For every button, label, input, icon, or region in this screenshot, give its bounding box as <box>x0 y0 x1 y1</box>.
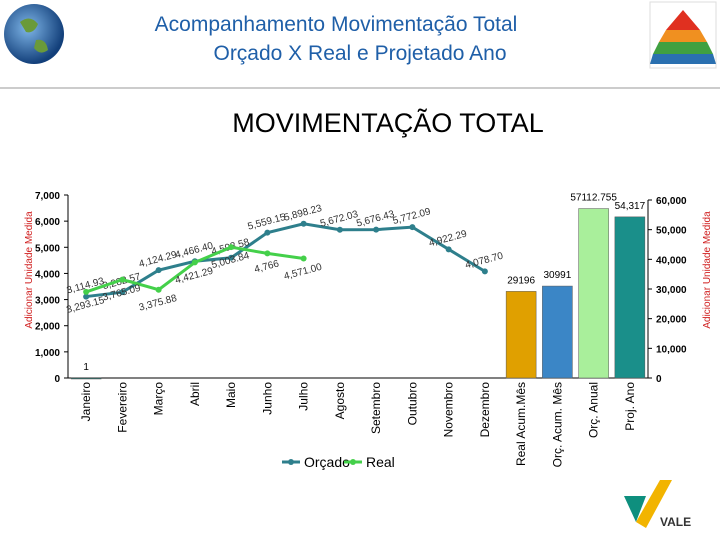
line-marker <box>119 289 126 296</box>
line-marker <box>445 246 452 253</box>
line-value-label: 5,676.43 <box>355 209 396 230</box>
pyramid <box>649 1 717 69</box>
header-title: Acompanhamento Movimentação Total <box>155 13 518 36</box>
x-tick-label: Orç. Anual <box>587 382 601 438</box>
line-marker <box>155 286 162 293</box>
x-tick-label: Proj. Ano <box>623 382 637 431</box>
x-tick-label: Março <box>152 382 166 416</box>
bar-value-label: 54,317 <box>615 201 646 212</box>
line-marker <box>409 224 416 231</box>
y2-tick-label: 30,000 <box>656 285 687 296</box>
line-marker <box>264 250 271 257</box>
line-marker <box>228 254 235 261</box>
vale-logo: VALE <box>624 480 691 529</box>
globe-land <box>20 18 48 53</box>
bar <box>578 208 609 379</box>
line-marker <box>83 293 90 300</box>
line-value-label: 5,772.09 <box>391 206 432 227</box>
line-marker <box>373 226 380 233</box>
legend-marker <box>288 459 294 465</box>
line-marker <box>264 229 271 236</box>
x-tick-label: Fevereiro <box>115 382 129 433</box>
x-tick-label: Julho <box>297 382 311 411</box>
line-value-label: 4,766 <box>253 258 280 275</box>
y-tick-label: 4,000 <box>35 269 60 280</box>
y2-tick-label: 60,000 <box>656 196 687 207</box>
line-value-label: 4,421.29 <box>174 266 215 287</box>
line-marker <box>300 220 307 227</box>
bar <box>70 377 102 380</box>
x-tick-label: Junho <box>260 382 274 415</box>
x-tick-label: Setembro <box>369 382 383 434</box>
bar-value-label: 29196 <box>507 275 535 286</box>
x-tick-label: Outubro <box>405 382 419 426</box>
line-marker <box>83 288 90 295</box>
y2-tick-label: 0 <box>656 374 662 385</box>
y-tick-label: 1,000 <box>35 348 60 359</box>
bar-value-label: 57112.755 <box>570 193 617 204</box>
y-tick-label: 6,000 <box>35 217 60 228</box>
line-marker <box>300 255 307 262</box>
y2-tick-label: 50,000 <box>656 226 687 237</box>
line-marker <box>119 276 126 283</box>
y-tick-label: 7,000 <box>35 191 60 202</box>
line-value-label: 3,375.88 <box>138 293 179 314</box>
header-title: Orçado X Real e Projetado Ano <box>213 42 506 65</box>
y2-tick-label: 40,000 <box>656 255 687 266</box>
bar <box>505 291 537 379</box>
y2-tick-label: 20,000 <box>656 315 687 326</box>
y-tick-label: 0 <box>54 374 60 385</box>
y2-axis-label: Adicionar Unidade Medida <box>702 211 713 329</box>
logo-text: VALE <box>660 515 691 529</box>
x-tick-label: Novembro <box>442 382 456 438</box>
legend-label: Orçado <box>304 454 350 470</box>
x-tick-label: Dezembro <box>478 382 492 438</box>
line-marker <box>481 268 488 275</box>
x-tick-label: Orç. Acum. Mês <box>550 382 564 467</box>
x-tick-label: Real Acum.Mês <box>514 382 528 466</box>
bar <box>614 216 646 379</box>
chart-title: MOVIMENTAÇÃO TOTAL <box>232 107 544 138</box>
y-tick-label: 2,000 <box>35 322 60 333</box>
y-axis-label: Adicionar Unidade Medida <box>24 211 35 329</box>
x-tick-label: Agosto <box>333 382 347 420</box>
line-value-label: 4,571.00 <box>283 262 324 283</box>
line-marker <box>155 267 162 274</box>
line-series <box>85 222 486 299</box>
y-tick-label: 5,000 <box>35 243 60 254</box>
y-tick-label: 3,000 <box>35 296 60 307</box>
line-marker <box>336 226 343 233</box>
legend-label: Real <box>366 454 395 470</box>
bar <box>542 285 573 379</box>
line-marker <box>191 259 198 266</box>
legend-marker <box>350 459 356 465</box>
bar-value-label: 30991 <box>543 270 571 281</box>
x-tick-label: Abril <box>188 382 202 406</box>
line-value-label: 5,672.03 <box>319 209 360 230</box>
globe <box>4 4 64 64</box>
line-value-label: 5,898.23 <box>283 203 324 224</box>
y2-tick-label: 10,000 <box>656 344 687 355</box>
line-value-label: 4,922.29 <box>428 228 469 249</box>
bar-value-label: 1 <box>83 362 89 373</box>
line-marker <box>228 244 235 251</box>
x-tick-label: Maio <box>224 382 238 408</box>
line-value-label: 4,078.70 <box>464 250 505 271</box>
x-tick-label: Janeiro <box>79 382 93 422</box>
